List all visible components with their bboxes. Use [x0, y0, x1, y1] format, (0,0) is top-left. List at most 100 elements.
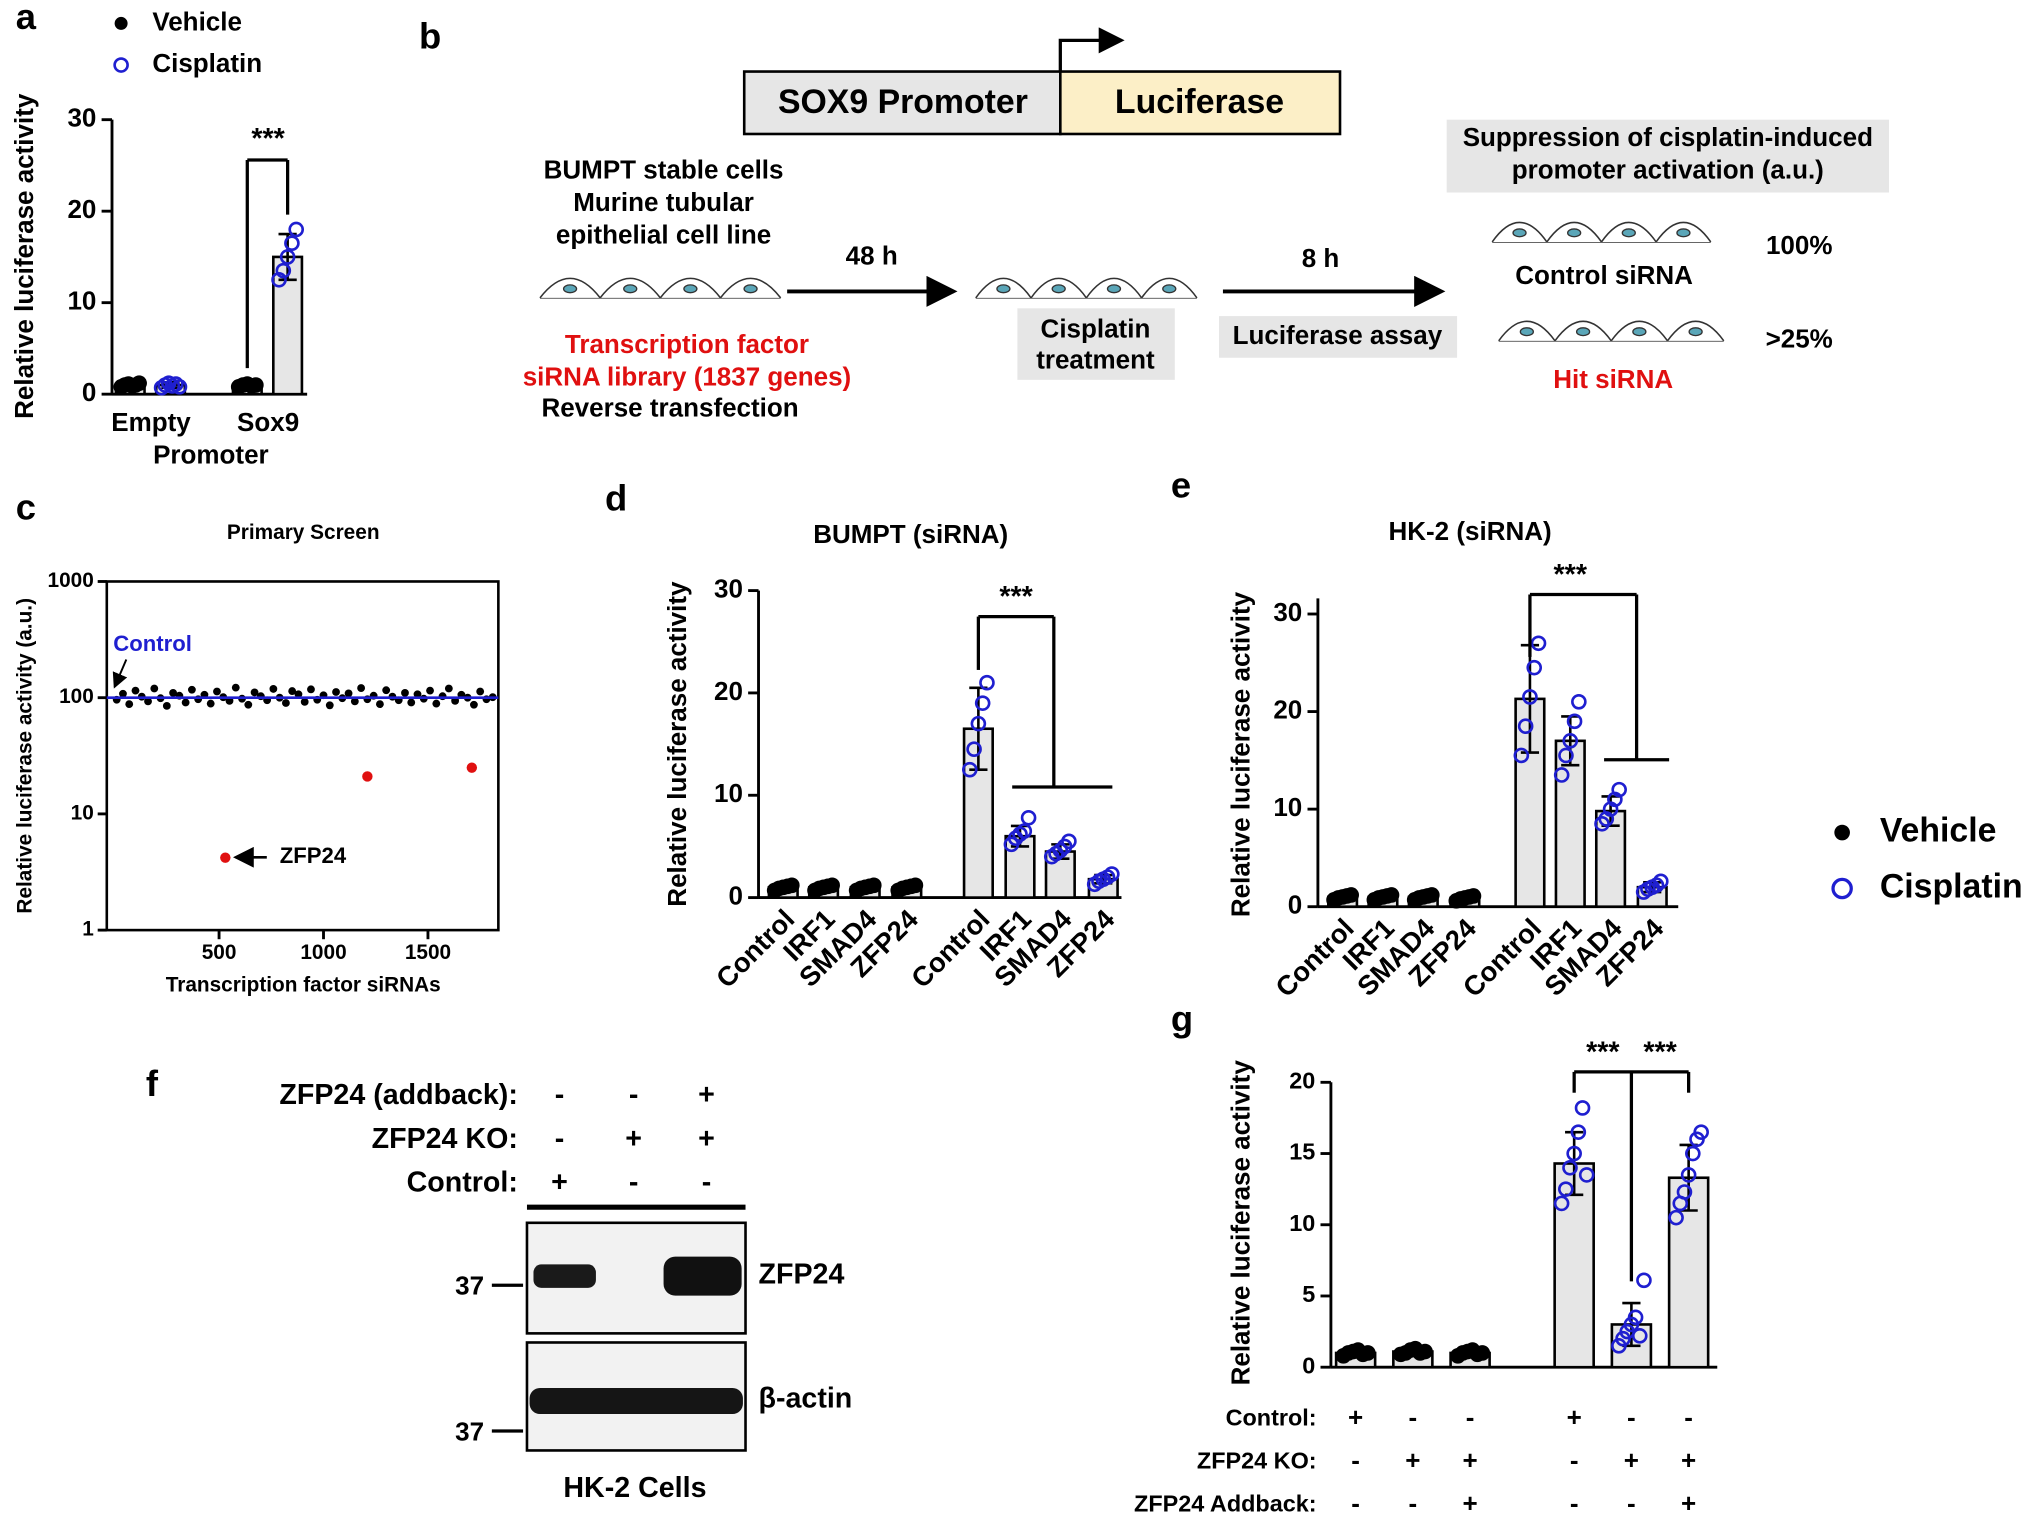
- chart-title: Primary Screen: [227, 521, 380, 544]
- step-text: Luciferase assay: [1233, 320, 1443, 350]
- y-tick-label: 30: [67, 103, 96, 133]
- data-point: [413, 690, 422, 699]
- panel-letter: a: [16, 0, 37, 37]
- data-point: [1104, 866, 1120, 882]
- data-point: [1636, 1272, 1652, 1289]
- condition-mark: +: [698, 1079, 715, 1111]
- data-point: [213, 687, 221, 696]
- data-point: [125, 700, 134, 709]
- data-point: [131, 686, 140, 695]
- band-label: β-actin: [759, 1382, 853, 1414]
- data-point: [432, 699, 441, 708]
- step-text: Murine tubular: [573, 187, 754, 217]
- promoter-box: [742, 70, 1062, 136]
- nucleus: [1051, 284, 1066, 294]
- nucleus: [1106, 284, 1122, 294]
- data-point: [275, 262, 292, 279]
- data-point: [307, 685, 315, 694]
- data-point: [426, 686, 434, 695]
- panel-letter: b: [419, 16, 441, 57]
- condition-label: Control:: [1226, 1404, 1317, 1430]
- data-point: [1553, 767, 1570, 783]
- y-tick-label: 15: [1289, 1139, 1315, 1165]
- data-point: [294, 690, 303, 699]
- data-point: [1652, 873, 1669, 890]
- y-tick-label: 20: [1289, 1067, 1315, 1093]
- data-point: [907, 877, 924, 894]
- data-point: [961, 761, 978, 778]
- data-point: [1517, 718, 1534, 735]
- caption: HK-2 Cells: [563, 1472, 706, 1504]
- step-text: promoter activation (a.u.): [1512, 155, 1824, 185]
- y-tick-label: 0: [1288, 890, 1302, 920]
- data-point: [1052, 842, 1069, 859]
- data-point: [1566, 713, 1583, 730]
- data-point: [1680, 1167, 1697, 1183]
- nucleus: [562, 284, 578, 294]
- step-text: BUMPT stable cells: [544, 155, 784, 185]
- condition-mark: -: [1351, 1445, 1360, 1475]
- legend-label: Cisplatin: [1880, 867, 2023, 905]
- y-tick-label: 5: [1302, 1281, 1315, 1307]
- y-axis-label: Relative luciferase activity: [9, 93, 39, 419]
- nucleus: [743, 284, 758, 294]
- panel-letter: d: [605, 477, 627, 518]
- data-point: [1558, 747, 1574, 764]
- band: [533, 1264, 596, 1288]
- y-axis-label: Relative luciferase activity: [1225, 591, 1255, 917]
- data-point: [1343, 887, 1360, 903]
- y-tick-label: 0: [1302, 1352, 1315, 1378]
- data-point: [1383, 887, 1400, 903]
- y-axis-label: Relative luciferase activity: [662, 581, 692, 907]
- panel-letter: g: [1171, 998, 1193, 1039]
- data-point: [1061, 833, 1077, 850]
- step-text: Hit siRNA: [1553, 364, 1673, 394]
- data-point: [271, 271, 287, 288]
- data-point: [444, 684, 453, 693]
- y-axis-label: Relative luciferase activity (a.u.): [14, 598, 37, 914]
- condition-mark: -: [555, 1079, 565, 1111]
- condition-mark: -: [555, 1123, 565, 1155]
- nucleus: [1519, 327, 1535, 337]
- data-point: [279, 249, 296, 265]
- condition-mark: +: [1463, 1445, 1478, 1475]
- band: [663, 1256, 742, 1296]
- data-point: [284, 235, 300, 251]
- data-point: [1648, 877, 1665, 894]
- data-point: [325, 701, 334, 710]
- data-point: [1522, 689, 1538, 705]
- chart-title: BUMPT (siRNA): [813, 519, 1008, 549]
- marker-label: 37: [455, 1416, 484, 1446]
- y-tick-label: 20: [714, 676, 743, 706]
- condition-mark: -: [1570, 1445, 1579, 1475]
- data-point: [1016, 823, 1033, 839]
- step-text: Reverse transfection: [541, 393, 798, 423]
- data-point: [1530, 635, 1547, 652]
- panel-letter: e: [1171, 464, 1191, 505]
- data-point: [181, 698, 190, 707]
- step-text: siRNA library (1837 genes): [523, 361, 852, 391]
- data-point: [244, 700, 253, 709]
- condition-mark: +: [1405, 1445, 1420, 1475]
- data-point: [979, 674, 995, 691]
- data-point: [1676, 1184, 1693, 1200]
- data-point: [1571, 694, 1587, 710]
- data-point: [1668, 1209, 1684, 1226]
- arrow: [112, 659, 128, 689]
- condition-mark: -: [1627, 1488, 1636, 1518]
- panel-letter: c: [16, 487, 36, 528]
- x-axis-label: Transcription factor siRNAs: [166, 974, 441, 997]
- y-tick-label: 1000: [48, 569, 94, 592]
- reporter-box: [1059, 70, 1342, 136]
- significance: ***: [1643, 1036, 1677, 1068]
- step-text: Cisplatin: [1041, 313, 1151, 343]
- data-point: [168, 376, 184, 392]
- x-axis-label: Promoter: [153, 439, 269, 469]
- condition-mark: +: [1463, 1488, 1478, 1518]
- condition-mark: -: [629, 1166, 639, 1198]
- data-point: [824, 877, 840, 894]
- legend-marker: [113, 57, 129, 73]
- condition-mark: +: [1681, 1488, 1696, 1518]
- annotation: Control: [113, 631, 192, 656]
- data-point: [401, 688, 409, 697]
